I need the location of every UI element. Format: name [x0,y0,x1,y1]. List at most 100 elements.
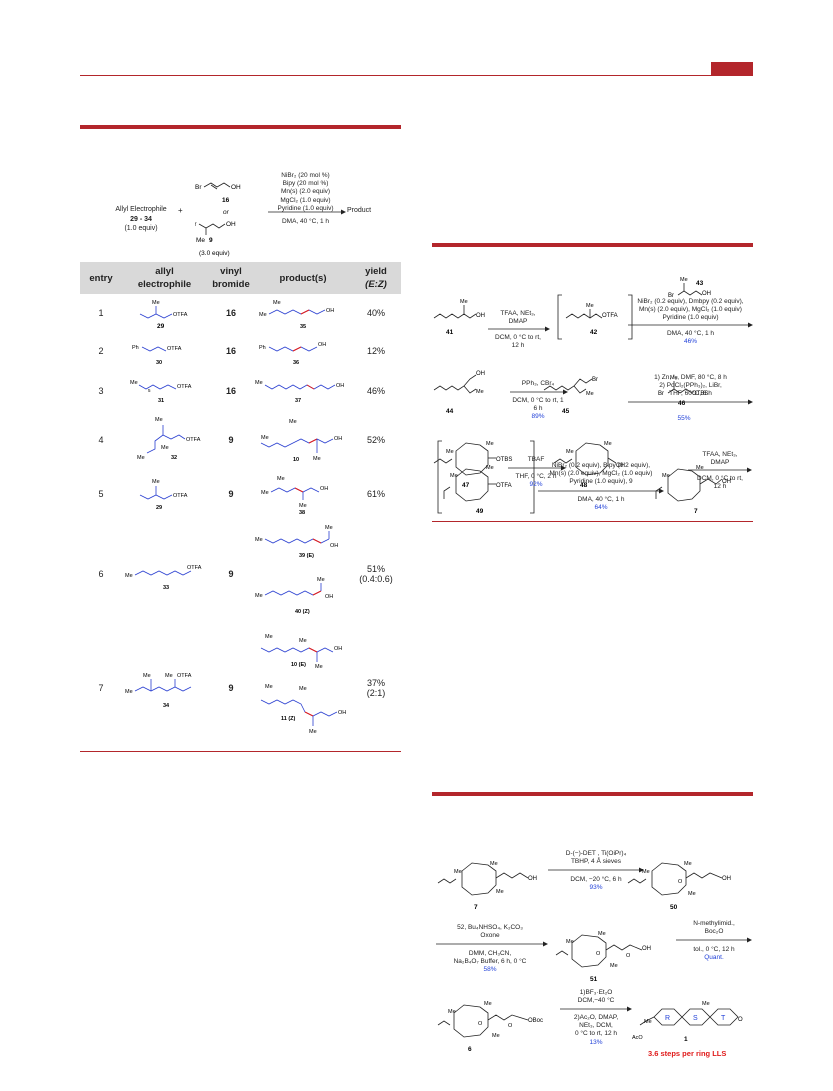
svg-text:O: O [626,953,631,959]
svg-text:Me: Me [261,490,269,496]
svg-text:Me: Me [161,445,169,451]
compound-16-label: 16 [222,197,230,204]
svg-text:Me: Me [486,441,494,447]
table-row: 7 Me Me Me OTFA 34 9 Me Me OH Me 10 (E) Me Me O… [80,628,401,748]
step1-below: DCM, 0 °C to rt, 12 h [495,334,541,350]
svg-text:Me: Me [255,380,263,386]
svg-text:OH: OH [334,646,342,652]
svg-text:Me: Me [454,869,462,875]
col-products: product(s) [255,262,351,294]
table-row: 1 Me OTFA 29 16 Me Me OH 35 40% [80,294,401,331]
e3-above: N-methylimid., Boc₂O [693,920,735,936]
svg-text:OH: OH [320,486,328,492]
table-row: 5 Me OTFA 29 9 Me Me OH Me 38 61% [80,468,401,520]
svg-text:Me: Me [196,237,205,244]
svg-text:30: 30 [156,360,162,366]
structure-39-40: Me Me OH 39 (E) Me Me OH 40 (Z) [255,525,338,615]
page-number-badge [711,62,753,75]
svg-text:OH: OH [528,876,537,882]
or-label: or [223,209,230,216]
ring-label-r: R [665,1015,670,1022]
steps-per-ring-footer: 3.6 steps per ring LLS [648,1049,727,1058]
svg-text:Me: Me [165,673,173,679]
svg-text:Me: Me [299,638,307,644]
svg-text:Me: Me [490,861,498,867]
structure-10-11: Me Me OH Me 10 (E) Me Me OH Me 11 (Z) [260,634,346,735]
svg-text:Me: Me [696,465,704,471]
svg-text:10: 10 [293,457,299,463]
step4-arrow [628,399,753,405]
table-row: 6 Me OTFA 33 9 Me Me OH 39 (E) Me Me OH 40… [80,520,401,628]
svg-text:Me: Me [299,686,307,692]
svg-text:Me: Me [125,689,133,695]
scheme2-structures: OH Me Me Me 7 OH O Me Me Me 50 OH O O Me Me Me 51 OB… [437,861,743,1053]
svg-text:O: O [596,951,601,957]
svg-text:OH: OH [226,221,236,228]
svg-text:Me: Me [670,375,678,381]
svg-text:OH: OH [318,342,326,348]
svg-text:40 (Z): 40 (Z) [295,609,310,615]
svg-text:OH: OH [616,463,625,469]
svg-text:Me: Me [662,473,670,479]
svg-text:Me: Me [325,525,333,531]
left-section-bar [80,125,401,129]
svg-text:OTFA: OTFA [173,312,188,318]
svg-text:Me: Me [492,1033,500,1039]
svg-text:Me: Me [460,299,468,305]
structure-35: Me Me OH 35 [259,300,334,330]
svg-text:Br: Br [592,377,598,383]
structure-29: Me OTFA 29 [139,300,188,330]
svg-text:Ph: Ph [259,345,266,351]
ring-label-s: S [693,1015,698,1022]
step6-above: TFAA, NEt₃, DMAP [702,451,738,467]
svg-text:Me: Me [446,449,454,455]
step2-arrow [628,322,753,328]
structure-36: Ph OH 36 [259,342,326,366]
svg-text:Br: Br [195,184,202,191]
step7-below: DMA, 40 °C, 1 h 64% [577,496,625,512]
svg-text:Me: Me [448,1009,456,1015]
e3-arrow [676,937,752,943]
svg-text:29: 29 [156,505,162,511]
svg-text:OTFA: OTFA [177,384,192,390]
scheme2-compound-51: 51 [590,976,598,983]
svg-text:Me: Me [152,479,160,485]
scheme2-compound-7: 7 [474,904,478,911]
step5-below: THF, 0 °C, 2 h 92% [515,473,557,489]
top-conditions-below: DMA, 40 °C, 1 h [281,218,330,225]
svg-text:Me: Me [566,449,574,455]
svg-text:O: O [738,1017,743,1023]
col-vinyl-bromide: vinyl bromide [207,262,255,294]
e1-arrow [548,867,644,873]
compound-41: 41 [446,329,454,336]
svg-text:5: 5 [148,388,151,393]
scheme2-compound-50: 50 [670,904,678,911]
step7-above: NiBr₂ (0.2 equiv), Bipy (0.2 equiv), Mn(s… [549,462,653,486]
svg-text:Me: Me [496,889,504,895]
structure-31: Me 5 OTFA 31 [130,380,192,404]
coupling-scope-table: entry allyl electrophile vinyl bromide pro… [80,262,401,748]
right-section-bar-1 [432,243,753,247]
svg-text:Me: Me [265,634,273,640]
svg-text:38: 38 [299,510,305,516]
svg-text:33: 33 [163,585,169,591]
step4-yield: 55% [677,415,691,422]
e4-above: 1)BF₃·Et₂O DCM,−40 °C [577,989,615,1005]
step3-arrow [510,389,568,395]
scheme2-compound-1: 1 [684,1036,688,1043]
svg-text:OTFA: OTFA [167,346,182,352]
structure-34: Me Me Me OTFA 34 [125,673,192,709]
col-allyl-electrophile: allyl electrophile [122,262,207,294]
scheme2-compound-6: 6 [468,1046,472,1053]
reagent-46: 46 [678,400,686,407]
svg-text:Me: Me [125,573,133,579]
svg-text:Me: Me [277,476,285,482]
vinyl-bromide-structures: Br OH 16 or Br OH Me 9 (3.0 equiv) [195,182,241,257]
e1-above: D-(−)-DET , Ti(OiPr)₄ TBHP, 4 Å sieves [565,850,627,866]
svg-text:O: O [678,879,683,885]
step5-arrow [508,465,566,471]
table-header-row: entry allyl electrophile vinyl bromide pro… [80,262,401,294]
